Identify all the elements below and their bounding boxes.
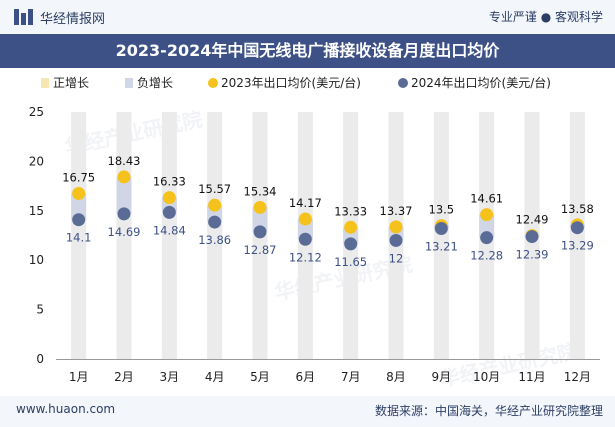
chart-title: 2023-2024年中国无线电广播接收设备月度出口均价 (115, 41, 500, 60)
background-bar (207, 112, 223, 359)
background-bars (71, 112, 585, 359)
legend-label: 2023年出口均价(美元/台) (221, 76, 361, 90)
point-2023 (72, 187, 86, 201)
label-2023: 13.5 (429, 203, 455, 217)
y-tick-label: 10 (29, 253, 44, 267)
point-2024 (253, 225, 267, 239)
label-2023: 14.61 (470, 192, 503, 206)
x-tick-label: 6月 (296, 370, 316, 384)
tagline: 专业严谨 ● 客观科学 (488, 10, 603, 24)
point-2024 (344, 237, 358, 251)
x-tick-label: 9月 (432, 370, 452, 384)
background-bar (71, 112, 87, 359)
label-2024: 13.29 (561, 239, 594, 253)
top-bar: 华经情报网 专业严谨 ● 客观科学 (0, 0, 615, 34)
legend-label: 负增长 (137, 76, 174, 90)
negative-swatch-icon (125, 78, 133, 88)
data-source: 数据来源：中国海关，华经产业研究院整理 (374, 404, 603, 418)
background-bar (433, 112, 449, 359)
point-2024 (389, 233, 403, 247)
label-2024: 12 (389, 251, 404, 265)
x-tick-label: 11月 (518, 370, 545, 384)
logo-icon (14, 9, 33, 25)
label-2024: 13.86 (198, 233, 231, 247)
x-tick-label: 5月 (250, 370, 270, 384)
axes: 1月 2月 3月 4月 5月 6月 7月 8月 9月 10月 11月 12月 0 5 10 15 20 25 (29, 105, 600, 384)
point-2024 (480, 231, 494, 245)
y-tick-label: 20 (29, 154, 44, 168)
label-2024: 14.69 (108, 225, 141, 239)
data-points (72, 170, 584, 251)
x-tick-label: 8月 (386, 370, 406, 384)
title-bar: 2023-2024年中国无线电广播接收设备月度出口均价 (0, 34, 615, 68)
label-2023: 18.43 (108, 154, 141, 168)
change-bar (252, 207, 268, 232)
data-labels: 16.75 14.1 18.43 14.69 16.33 14.84 15.57 13.86 1… (62, 154, 594, 269)
label-2024: 12.28 (470, 249, 503, 263)
chart-plot: 华经产业研究院华经产业研究院华经产业研究院 1月2月3月4月5月6月7月8月9月… (29, 105, 600, 392)
point-2023 (480, 208, 494, 222)
range-bars (71, 176, 585, 244)
label-2023: 13.33 (334, 204, 367, 218)
x-tick-label: 1月 (69, 370, 89, 384)
label-2023: 15.34 (244, 184, 277, 198)
label-2023: 13.58 (561, 202, 594, 216)
label-2023: 16.75 (62, 171, 95, 185)
point-2024 (162, 205, 176, 219)
point-2023 (208, 198, 222, 212)
point-2023 (162, 191, 176, 205)
change-bar (116, 176, 132, 214)
point-2024 (570, 221, 584, 235)
footer: www.huaon.com 数据来源：中国海关，华经产业研究院整理 (0, 396, 615, 427)
point-2024 (525, 230, 539, 244)
label-2024: 14.84 (153, 223, 186, 237)
y-tick-label: 25 (29, 105, 44, 119)
point-2023 (389, 220, 403, 234)
label-2024: 12.12 (289, 250, 322, 264)
point-2023 (298, 212, 312, 226)
brand-name: 华经情报网 (40, 12, 106, 27)
x-tick-label: 4月 (205, 370, 225, 384)
positive-swatch-icon (41, 78, 49, 88)
label-2024: 13.21 (425, 239, 458, 253)
x-tick-label: 7月 (341, 370, 361, 384)
dot-2024-icon (398, 78, 408, 88)
legend-label: 正增长 (53, 76, 90, 90)
label-2023: 13.37 (380, 204, 413, 218)
legend-label: 2024年出口均价(美元/台) (411, 76, 551, 90)
label-2023: 14.17 (289, 196, 322, 210)
point-2024 (117, 207, 131, 221)
label-2023: 16.33 (153, 175, 186, 189)
label-2024: 11.65 (334, 255, 367, 269)
change-bar (71, 193, 87, 220)
point-2023 (344, 220, 358, 234)
point-2023 (253, 200, 267, 214)
label-2024: 12.87 (244, 243, 277, 257)
dot-2023-icon (208, 78, 218, 88)
label-2023: 15.57 (198, 182, 231, 196)
website: www.huaon.com (16, 402, 116, 416)
y-tick-label: 15 (29, 204, 44, 218)
y-tick-label: 0 (36, 352, 44, 366)
x-tick-label: 2月 (114, 370, 134, 384)
watermark-text: 华经产业研究院 (438, 339, 580, 392)
point-2024 (298, 232, 312, 246)
point-2024 (434, 221, 448, 235)
background-bar (569, 112, 585, 359)
point-2023 (117, 170, 131, 184)
label-2024: 14.1 (66, 231, 92, 245)
x-tick-label: 10月 (473, 370, 500, 384)
point-2024 (208, 215, 222, 229)
x-tick-label: 3月 (160, 370, 180, 384)
background-bar (161, 112, 177, 359)
x-tick-label: 12月 (564, 370, 591, 384)
point-2024 (72, 213, 86, 227)
y-tick-label: 5 (36, 303, 44, 317)
label-2024: 12.39 (516, 248, 549, 262)
label-2023: 12.49 (516, 213, 549, 227)
change-bar (479, 214, 495, 238)
